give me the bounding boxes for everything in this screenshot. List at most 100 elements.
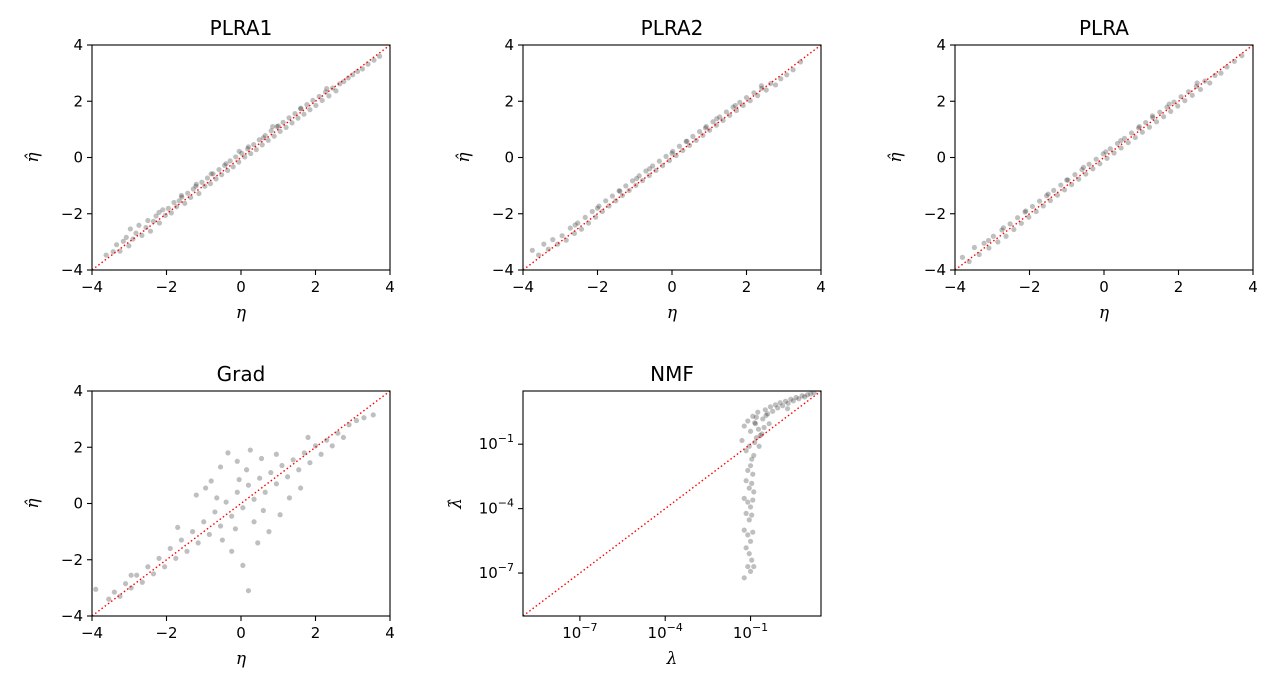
scatter-point: [761, 424, 767, 431]
x-tick-label: 2: [311, 624, 321, 642]
x-tick-label: 4: [385, 624, 395, 642]
scatter-point: [1047, 197, 1053, 204]
scatter-point: [589, 208, 595, 215]
scatter-point: [145, 217, 151, 224]
scatter-point: [1000, 225, 1007, 231]
scatter-point: [236, 148, 242, 154]
scatter-point: [684, 138, 690, 144]
x-tick-label: −2: [155, 624, 177, 642]
scatter-point: [268, 469, 274, 476]
scatter-point: [335, 430, 341, 436]
scatter-point: [296, 467, 302, 473]
scatter-point: [212, 509, 218, 515]
scatter-point: [204, 175, 211, 181]
scatter-point: [629, 178, 636, 184]
scatter-point: [207, 181, 214, 187]
y-axis-label: λ̂: [446, 498, 466, 510]
identity-reference-line: [92, 391, 390, 616]
scatter-point: [143, 224, 149, 231]
scatter-point: [981, 240, 987, 246]
scatter-point: [1193, 83, 1199, 89]
y-tick-label: 10−4: [479, 497, 514, 518]
scatter-point: [545, 246, 551, 252]
scatter-point: [316, 93, 322, 100]
scatter-point: [703, 123, 709, 130]
scatter-point: [312, 443, 319, 449]
scatter-point: [741, 527, 747, 533]
scatter-point: [541, 241, 547, 247]
scatter-point: [763, 412, 769, 418]
scatter-point: [298, 485, 304, 491]
x-tick-label: 0: [667, 278, 677, 296]
x-tick-label: 4: [385, 278, 395, 296]
scatter-point: [248, 150, 254, 157]
scatter-point: [790, 67, 796, 73]
scatter-point: [755, 426, 762, 432]
scatter-point: [1023, 208, 1029, 214]
scatter-point: [265, 137, 271, 143]
x-axis-label: λ: [666, 649, 678, 669]
scatter-point: [575, 220, 581, 226]
scatter-point: [741, 575, 747, 581]
scatter-point: [750, 529, 756, 535]
scatter-point: [727, 112, 733, 118]
scatter-point: [1083, 171, 1089, 177]
scatter-point: [251, 519, 257, 525]
scatter-point: [1128, 130, 1135, 136]
scatter-point: [775, 405, 781, 411]
scatter-point: [273, 451, 279, 457]
scatter-point: [273, 481, 279, 487]
scatter-point: [702, 125, 709, 131]
scatter-point: [307, 460, 313, 466]
scatter-point: [354, 68, 361, 75]
scatter-point: [770, 408, 776, 414]
scatter-point: [747, 463, 754, 469]
scatter-points: [529, 59, 804, 258]
scatter-point: [93, 586, 99, 592]
scatter-point: [219, 537, 225, 543]
y-axis-label: η̂: [23, 152, 43, 163]
scatter-point: [1139, 129, 1145, 135]
scatter-point: [609, 193, 616, 199]
scatter-point: [804, 392, 811, 398]
scatter-point: [227, 158, 233, 164]
scatter-point: [1224, 64, 1230, 70]
x-axis-label: η: [236, 649, 247, 669]
scatter-point: [1207, 80, 1213, 86]
scatter-point: [1114, 140, 1121, 147]
scatter-point: [743, 478, 749, 484]
scatter-point: [304, 102, 310, 108]
scatter-point: [298, 106, 304, 112]
scatter-point: [1121, 135, 1128, 141]
scatter-point: [117, 593, 123, 599]
scatter-point: [1149, 113, 1156, 119]
scatter-point: [178, 537, 184, 543]
scatter-point: [753, 414, 759, 420]
scatter-point: [150, 571, 157, 577]
scatter-point: [767, 404, 774, 410]
scatter-point: [275, 123, 281, 129]
scatter-point: [1022, 209, 1028, 215]
scatter-point: [165, 205, 171, 212]
y-tick-label: 4: [73, 36, 83, 54]
scatter-point: [745, 418, 751, 424]
scatter-point: [234, 458, 240, 464]
y-tick-label: −4: [924, 261, 946, 279]
y-axis-label: η̂: [886, 152, 906, 163]
scatter-point: [259, 142, 265, 148]
scatter-point: [1072, 172, 1078, 178]
scatter-point: [222, 162, 228, 168]
scatter-point: [636, 173, 642, 179]
scatter-point: [126, 243, 132, 249]
x-axis-label: η: [1099, 303, 1110, 323]
scatter-point: [329, 443, 335, 449]
scatter-point: [788, 396, 794, 402]
scatter-point: [737, 99, 743, 105]
scatter-point: [747, 568, 754, 574]
scatter-point: [559, 233, 565, 239]
scatter-point: [193, 181, 199, 187]
scatter-point: [229, 513, 235, 519]
scatter-point: [229, 548, 235, 554]
scatter-point: [1061, 187, 1068, 193]
y-tick-label: −2: [492, 205, 514, 223]
